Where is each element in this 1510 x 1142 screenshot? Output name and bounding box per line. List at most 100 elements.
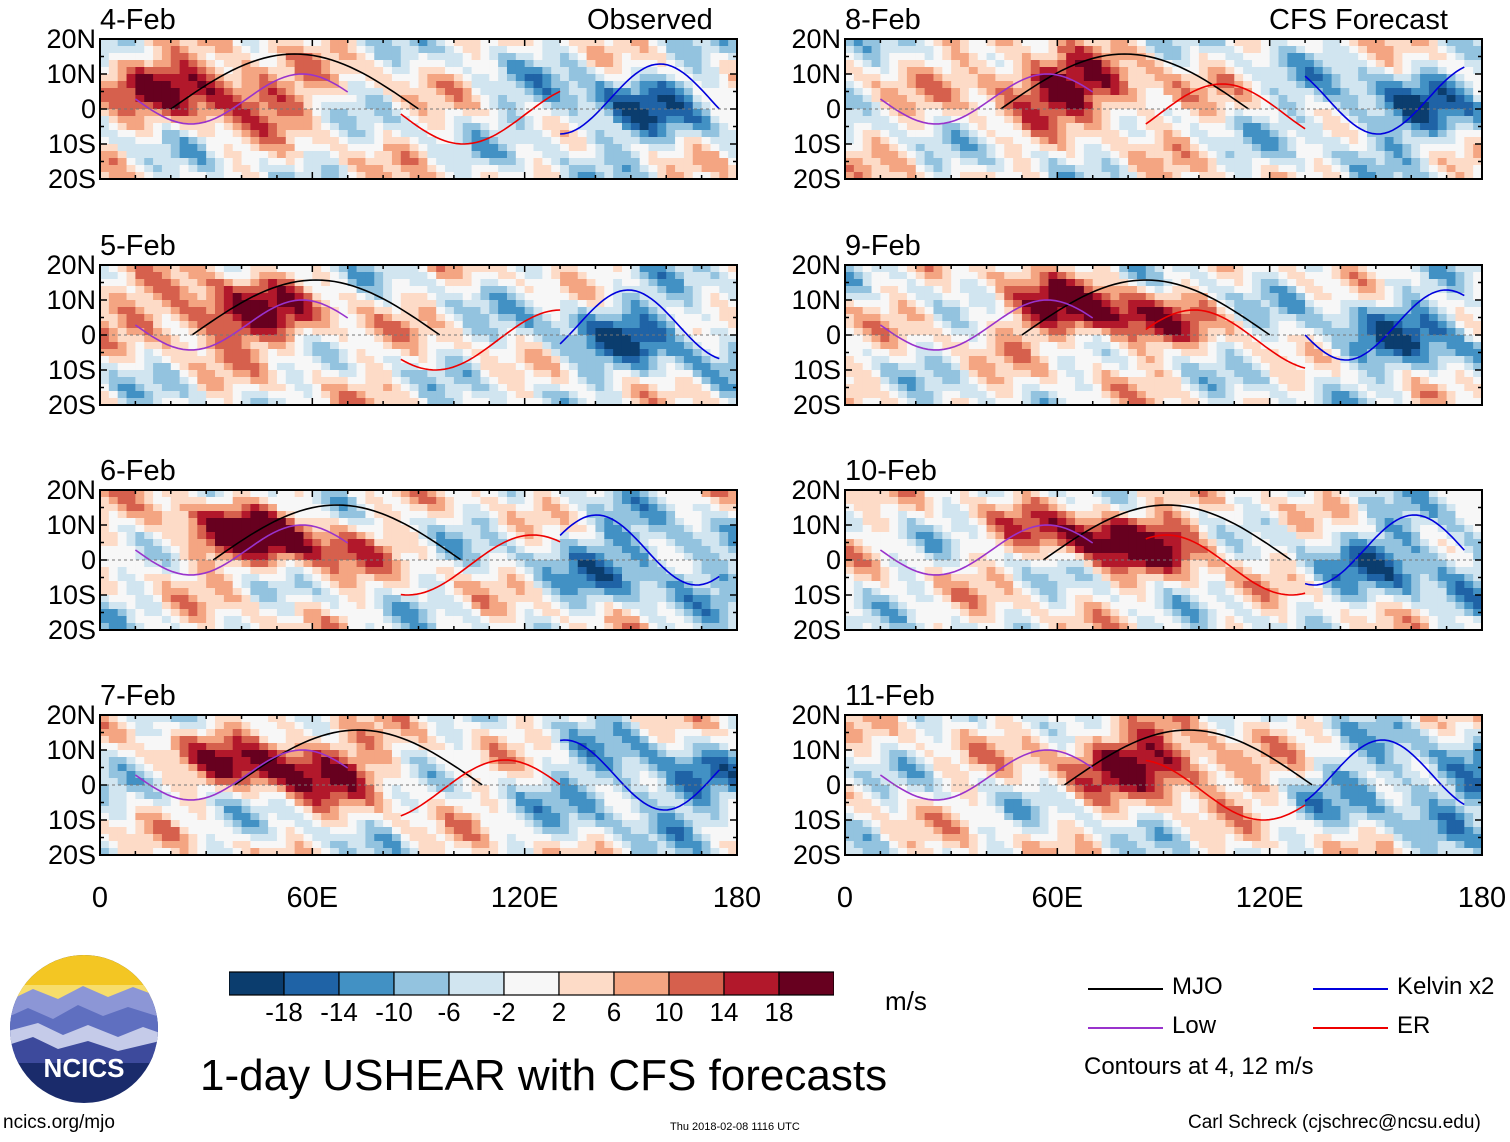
heatmap-cell: [153, 144, 163, 152]
heatmap-cell: [551, 490, 561, 498]
heatmap-cell: [498, 272, 508, 280]
heatmap-cell: [630, 144, 641, 152]
heatmap-cell: [347, 391, 358, 399]
heatmap-cell: [639, 539, 650, 547]
heatmap-cell: [223, 560, 234, 568]
heatmap-cell: [321, 384, 331, 392]
heatmap-cell: [568, 616, 579, 624]
heatmap-cell: [117, 265, 128, 273]
heatmap-cell: [436, 370, 446, 378]
heatmap-cell: [692, 307, 703, 315]
heatmap-cell: [153, 581, 163, 589]
heatmap-cell: [621, 391, 632, 399]
heatmap-cell: [241, 560, 252, 568]
heatmap-cell: [692, 525, 703, 533]
heatmap-cell: [374, 321, 384, 329]
heatmap-cell: [338, 602, 349, 610]
heatmap-cell: [365, 490, 375, 498]
heatmap-cell: [144, 384, 154, 392]
heatmap-cell: [268, 67, 278, 75]
heatmap-cell: [241, 377, 252, 385]
heatmap-cell: [188, 736, 198, 744]
heatmap-cell: [197, 511, 207, 519]
heatmap-cell: [489, 60, 499, 68]
heatmap-cell: [701, 53, 712, 61]
heatmap-cell: [719, 67, 729, 75]
heatmap-cell: [126, 567, 136, 575]
heatmap-cell: [347, 46, 358, 54]
heatmap-cell: [276, 109, 287, 117]
heatmap-cell: [418, 81, 428, 89]
heatmap-cell: [515, 370, 526, 378]
heatmap-cell: [321, 53, 331, 61]
heatmap-cell: [648, 715, 658, 723]
heatmap-cell: [427, 616, 437, 624]
heatmap-cell: [453, 581, 464, 589]
heatmap-cell: [330, 623, 340, 631]
heatmap-cell: [666, 546, 676, 554]
heatmap-cell: [577, 279, 588, 287]
heatmap-cell: [338, 384, 349, 392]
heatmap-cell: [621, 504, 632, 512]
heatmap-cell: [683, 553, 694, 561]
heatmap-cell: [436, 328, 446, 336]
y-tick-label: 0: [80, 545, 96, 575]
heatmap-cell: [595, 293, 605, 301]
heatmap-cell: [683, 151, 694, 159]
heatmap-cell: [391, 370, 402, 378]
heatmap-cell: [498, 144, 508, 152]
heatmap-cell: [126, 729, 136, 737]
heatmap-cell: [117, 595, 128, 603]
heatmap-cell: [409, 398, 420, 406]
heatmap-cell: [498, 88, 508, 96]
heatmap-cell: [170, 300, 181, 308]
heatmap-cell: [728, 307, 738, 315]
heatmap-cell: [285, 370, 296, 378]
heatmap-cell: [356, 623, 367, 631]
heatmap-cell: [409, 265, 420, 273]
heatmap-cell: [683, 116, 694, 124]
heatmap-cell: [471, 539, 482, 547]
heatmap-cell: [409, 81, 420, 89]
heatmap-cell: [568, 504, 579, 512]
heatmap-cell: [135, 88, 145, 96]
heatmap-cell: [223, 490, 234, 498]
heatmap-cell: [179, 328, 190, 336]
heatmap-cell: [453, 88, 464, 96]
heatmap-cell: [480, 743, 490, 751]
heatmap-cell: [551, 314, 561, 322]
heatmap-cell: [462, 130, 473, 138]
heatmap-cell: [153, 172, 163, 180]
heatmap-cell: [144, 511, 154, 519]
heatmap-cell: [533, 137, 543, 145]
heatmap-cell: [241, 109, 252, 117]
heatmap-cell: [577, 293, 588, 301]
heatmap-cell: [170, 321, 181, 329]
heatmap-cell: [462, 511, 473, 519]
heatmap-cell: [223, 265, 234, 273]
heatmap-cell: [285, 574, 296, 582]
heatmap-cell: [188, 616, 198, 624]
heatmap-cell: [188, 265, 198, 273]
heatmap-cell: [179, 314, 190, 322]
heatmap-cell: [524, 581, 535, 589]
heatmap-cell: [126, 39, 136, 47]
heatmap-cell: [188, 588, 198, 596]
heatmap-cell: [330, 370, 340, 378]
heatmap-cell: [445, 377, 455, 385]
heatmap-cell: [692, 539, 703, 547]
heatmap-cell: [161, 595, 172, 603]
heatmap-cell: [568, 158, 579, 166]
heatmap-cell: [268, 272, 278, 280]
heatmap-cell: [409, 370, 420, 378]
heatmap-cell: [701, 265, 712, 273]
heatmap-cell: [250, 722, 260, 730]
heatmap-cell: [303, 293, 313, 301]
heatmap-cell: [701, 314, 712, 322]
heatmap-cell: [126, 349, 136, 357]
heatmap-cell: [445, 335, 455, 343]
heatmap-cell: [276, 518, 287, 526]
heatmap-cell: [100, 616, 110, 624]
heatmap-cell: [365, 560, 375, 568]
heatmap-cell: [418, 60, 428, 68]
